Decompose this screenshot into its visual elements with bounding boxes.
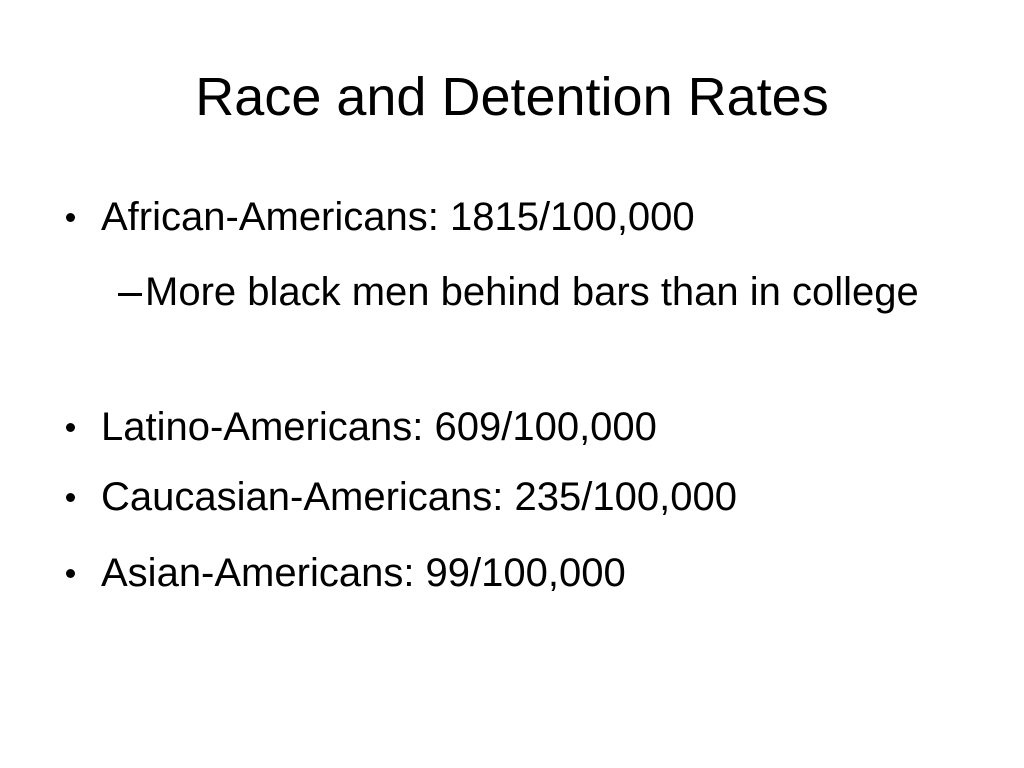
bullet-text: Asian-Americans: 99/100,000 <box>101 551 626 595</box>
sub-bullet-text: More black men behind bars than in colle… <box>145 270 919 314</box>
bullet-text: African-Americans: 1815/100,000 <box>101 195 695 239</box>
bullet-text: Caucasian-Americans: 235/100,000 <box>101 475 737 519</box>
bullet-marker <box>66 213 75 222</box>
bullet-text: Latino-Americans: 609/100,000 <box>101 405 657 449</box>
bullet-marker <box>66 493 75 502</box>
slide-title: Race and Detention Rates <box>195 67 829 127</box>
bullet-marker <box>66 569 75 578</box>
sub-bullet-marker <box>118 293 142 296</box>
bullet-marker <box>66 423 75 432</box>
